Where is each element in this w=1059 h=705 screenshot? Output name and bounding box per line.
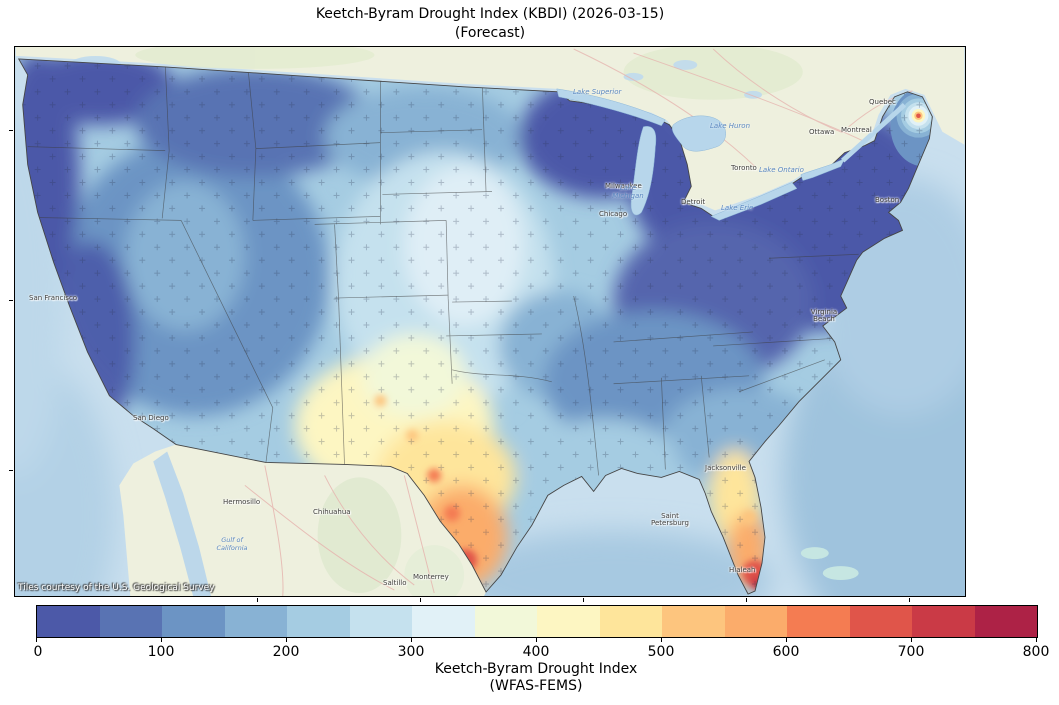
city-label: Hermosillo	[223, 498, 261, 506]
map-axis-tick	[420, 598, 421, 602]
colorbar-segment	[37, 606, 100, 637]
title-line-1: Keetch-Byram Drought Index (KBDI) (2026-…	[315, 6, 665, 22]
map-axis-tick	[9, 130, 13, 131]
mexico-roads	[244, 465, 435, 596]
basemap-svg	[15, 47, 965, 596]
colorbar-tick	[36, 638, 37, 642]
colorbar-tick	[286, 638, 287, 642]
bahamas-banks	[800, 547, 859, 581]
city-label: San Francisco	[29, 294, 78, 302]
colorbar-tick	[911, 638, 912, 642]
city-label: Jacksonville	[705, 464, 746, 472]
city-label: Quebec	[869, 98, 896, 106]
city-label: Milwaukee	[605, 182, 642, 190]
colorbar-tick-label: 300	[397, 644, 425, 660]
city-label: Hialeah	[729, 566, 756, 574]
colorbar-tick-label: 500	[647, 644, 675, 660]
lake-superior	[556, 88, 666, 127]
lake-label: Lake Huron	[709, 122, 751, 130]
lake-label: Lake Erie	[721, 204, 754, 212]
colorbar-segment	[537, 606, 600, 637]
lake-label: Lake Ontario	[759, 166, 804, 174]
colorbar-label-line-1: Keetch-Byram Drought Index	[434, 661, 638, 677]
map-axis-tick	[909, 598, 910, 602]
canada-roads	[573, 48, 913, 167]
gulf-of-california-water	[153, 451, 212, 596]
colorbar-tick	[786, 638, 787, 642]
st-lawrence-river	[841, 102, 907, 163]
city-label: Detroit	[681, 198, 706, 206]
colorbar-segment	[787, 606, 850, 637]
lake-michigan	[630, 126, 657, 216]
colorbar-tick-label: 100	[147, 644, 175, 660]
city-label: Ottawa	[809, 128, 835, 136]
lake-label: Gulf of California	[216, 536, 248, 552]
city-label: Toronto	[731, 164, 757, 172]
map-axis-tick	[257, 598, 258, 602]
colorbar-segment	[162, 606, 225, 637]
colorbar-tick	[536, 638, 537, 642]
colorbar-segment	[974, 606, 1037, 637]
lake-ontario	[800, 158, 846, 181]
map-canvas: San Francisco San Diego Hermosillo Chihu…	[14, 46, 966, 597]
colorbar-segment	[474, 606, 537, 637]
figure-title: Keetch-Byram Drought Index (KBDI) (2026-…	[14, 5, 966, 43]
canada-land	[15, 47, 965, 211]
city-label: Monterrey	[413, 573, 449, 581]
city-label: Chihuahua	[313, 508, 351, 516]
colorbar-segment	[662, 606, 725, 637]
colorbar-tick-label: 600	[772, 644, 800, 660]
map-axis-tick	[9, 470, 13, 471]
city-label: Saint Petersburg	[651, 512, 689, 527]
state-borders	[27, 62, 859, 476]
colorbar-tick-label: 0	[33, 644, 43, 660]
great-lakes	[556, 88, 907, 221]
colorbar-segment	[849, 606, 912, 637]
colorbar-tick-label: 800	[1022, 644, 1050, 660]
city-label: San Diego	[133, 414, 169, 422]
colorbar-tick-label: 400	[522, 644, 550, 660]
lake-label: Lake Superior	[573, 88, 622, 96]
lake-label: Lake Michigan	[612, 184, 644, 200]
colorbar-tick	[411, 638, 412, 642]
tiles-attribution: Tiles courtesy of the U.S. Geological Su…	[18, 583, 215, 593]
colorbar-segment	[224, 606, 287, 637]
colorbar-segment	[724, 606, 787, 637]
lake-huron	[672, 115, 726, 152]
colorbar-tick-label: 200	[272, 644, 300, 660]
colorbar-segment	[599, 606, 662, 637]
colorbar-tick	[661, 638, 662, 642]
mexico-land	[119, 444, 487, 596]
city-label: Boston	[875, 196, 900, 204]
map-axis-tick	[9, 300, 13, 301]
colorbar-label-line-2: (WFAS-FEMS)	[489, 678, 583, 694]
colorbar	[36, 605, 1038, 638]
map-axis-tick	[583, 598, 584, 602]
colorbar-segment	[912, 606, 975, 637]
map-axis-tick	[746, 598, 747, 602]
city-label: Virginia Beach	[810, 308, 838, 323]
colorbar-segment	[287, 606, 350, 637]
colorbar-segment	[412, 606, 475, 637]
colorbar-tick	[161, 638, 162, 642]
colorbar-tick-label: 700	[897, 644, 925, 660]
colorbar-segment	[349, 606, 412, 637]
colorbar-label: Keetch-Byram Drought Index (WFAS-FEMS)	[36, 661, 1036, 695]
colorbar-segment	[99, 606, 162, 637]
title-line-2: (Forecast)	[454, 25, 526, 41]
city-label: Saltillo	[383, 579, 407, 587]
city-label: Montreal	[841, 126, 872, 134]
city-label: Chicago	[599, 210, 628, 218]
lake-erie	[710, 182, 798, 221]
colorbar-tick	[1036, 638, 1037, 642]
